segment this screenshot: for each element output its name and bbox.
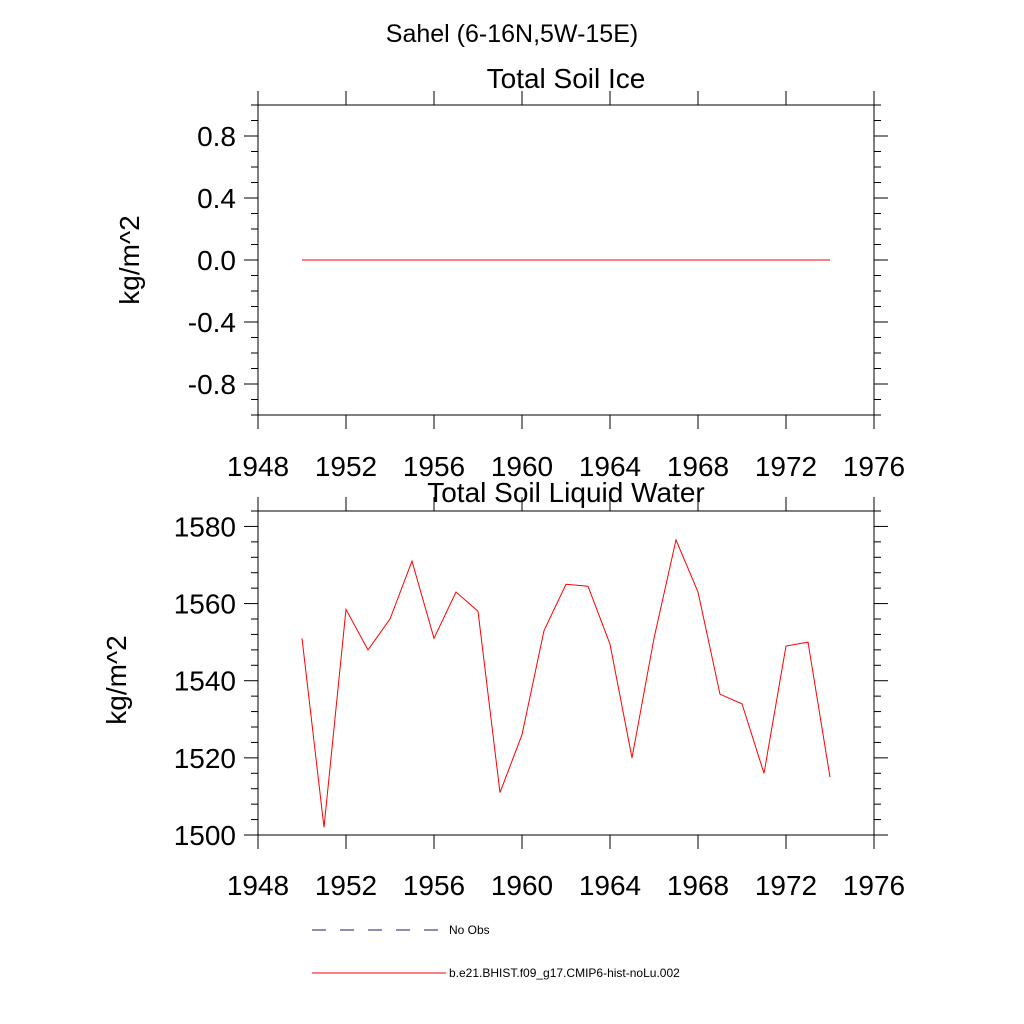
- panel-title: Total Soil Liquid Water: [427, 477, 705, 508]
- x-tick-label: 1964: [579, 451, 641, 482]
- x-tick-label: 1968: [667, 870, 729, 901]
- series-lines: [301, 538, 831, 828]
- panel-title: Total Soil Ice: [487, 63, 646, 94]
- x-tick-label: 1964: [579, 870, 641, 901]
- y-tick-label: 0.8: [197, 121, 236, 152]
- x-tick-label: 1972: [755, 451, 817, 482]
- legend-item-obs: No Obs: [312, 923, 490, 937]
- panel-soil-liquid-water: Total Soil Liquid Water kg/m^2 1948 1952 1…: [101, 477, 905, 901]
- y-tick-label: 1580: [174, 511, 236, 542]
- axis-ticks: [244, 91, 888, 429]
- panel-soil-ice: Total Soil Ice kg/m^2 1948 1952 1956 1960 19…: [114, 63, 905, 482]
- series-line-model: [301, 538, 831, 828]
- y-tick-label: 0.0: [197, 245, 236, 276]
- y-tick-labels: 1500 1520 1540 1560 1580: [174, 511, 236, 851]
- x-tick-labels: 1948 1952 1956 1960 1964 1968 1972 1976: [227, 870, 905, 901]
- x-tick-label: 1972: [755, 870, 817, 901]
- legend-label: No Obs: [449, 923, 490, 937]
- x-tick-label: 1960: [491, 451, 553, 482]
- x-tick-label: 1960: [491, 870, 553, 901]
- x-tick-label: 1952: [315, 451, 377, 482]
- y-tick-label: 1540: [174, 666, 236, 697]
- plot-frame: [257, 510, 875, 836]
- x-tick-label: 1956: [403, 451, 465, 482]
- y-tick-labels: -0.8 -0.4 0.0 0.4 0.8: [188, 121, 236, 400]
- legend: No Obs b.e21.BHIST.f09_g17.CMIP6-hist-no…: [312, 923, 680, 980]
- figure-suptitle: Sahel (6-16N,5W-15E): [386, 20, 638, 48]
- axis-ticks: [244, 497, 888, 849]
- x-tick-label: 1956: [403, 870, 465, 901]
- x-tick-label: 1976: [843, 451, 905, 482]
- y-tick-label: 1520: [174, 743, 236, 774]
- x-tick-label: 1948: [227, 870, 289, 901]
- y-tick-label: 1500: [174, 820, 236, 851]
- y-tick-label: 1560: [174, 589, 236, 620]
- x-tick-label: 1952: [315, 870, 377, 901]
- x-tick-label: 1976: [843, 870, 905, 901]
- y-tick-label: -0.8: [188, 369, 236, 400]
- y-axis-label: kg/m^2: [101, 635, 132, 724]
- y-axis-label: kg/m^2: [114, 215, 145, 304]
- legend-item-model: b.e21.BHIST.f09_g17.CMIP6-hist-noLu.002: [312, 966, 680, 980]
- x-tick-label: 1948: [227, 451, 289, 482]
- x-tick-labels: 1948 1952 1956 1960 1964 1968 1972 1976: [227, 451, 905, 482]
- y-tick-label: 0.4: [197, 183, 236, 214]
- x-tick-label: 1968: [667, 451, 729, 482]
- legend-label: b.e21.BHIST.f09_g17.CMIP6-hist-noLu.002: [449, 966, 680, 980]
- y-tick-label: -0.4: [188, 307, 236, 338]
